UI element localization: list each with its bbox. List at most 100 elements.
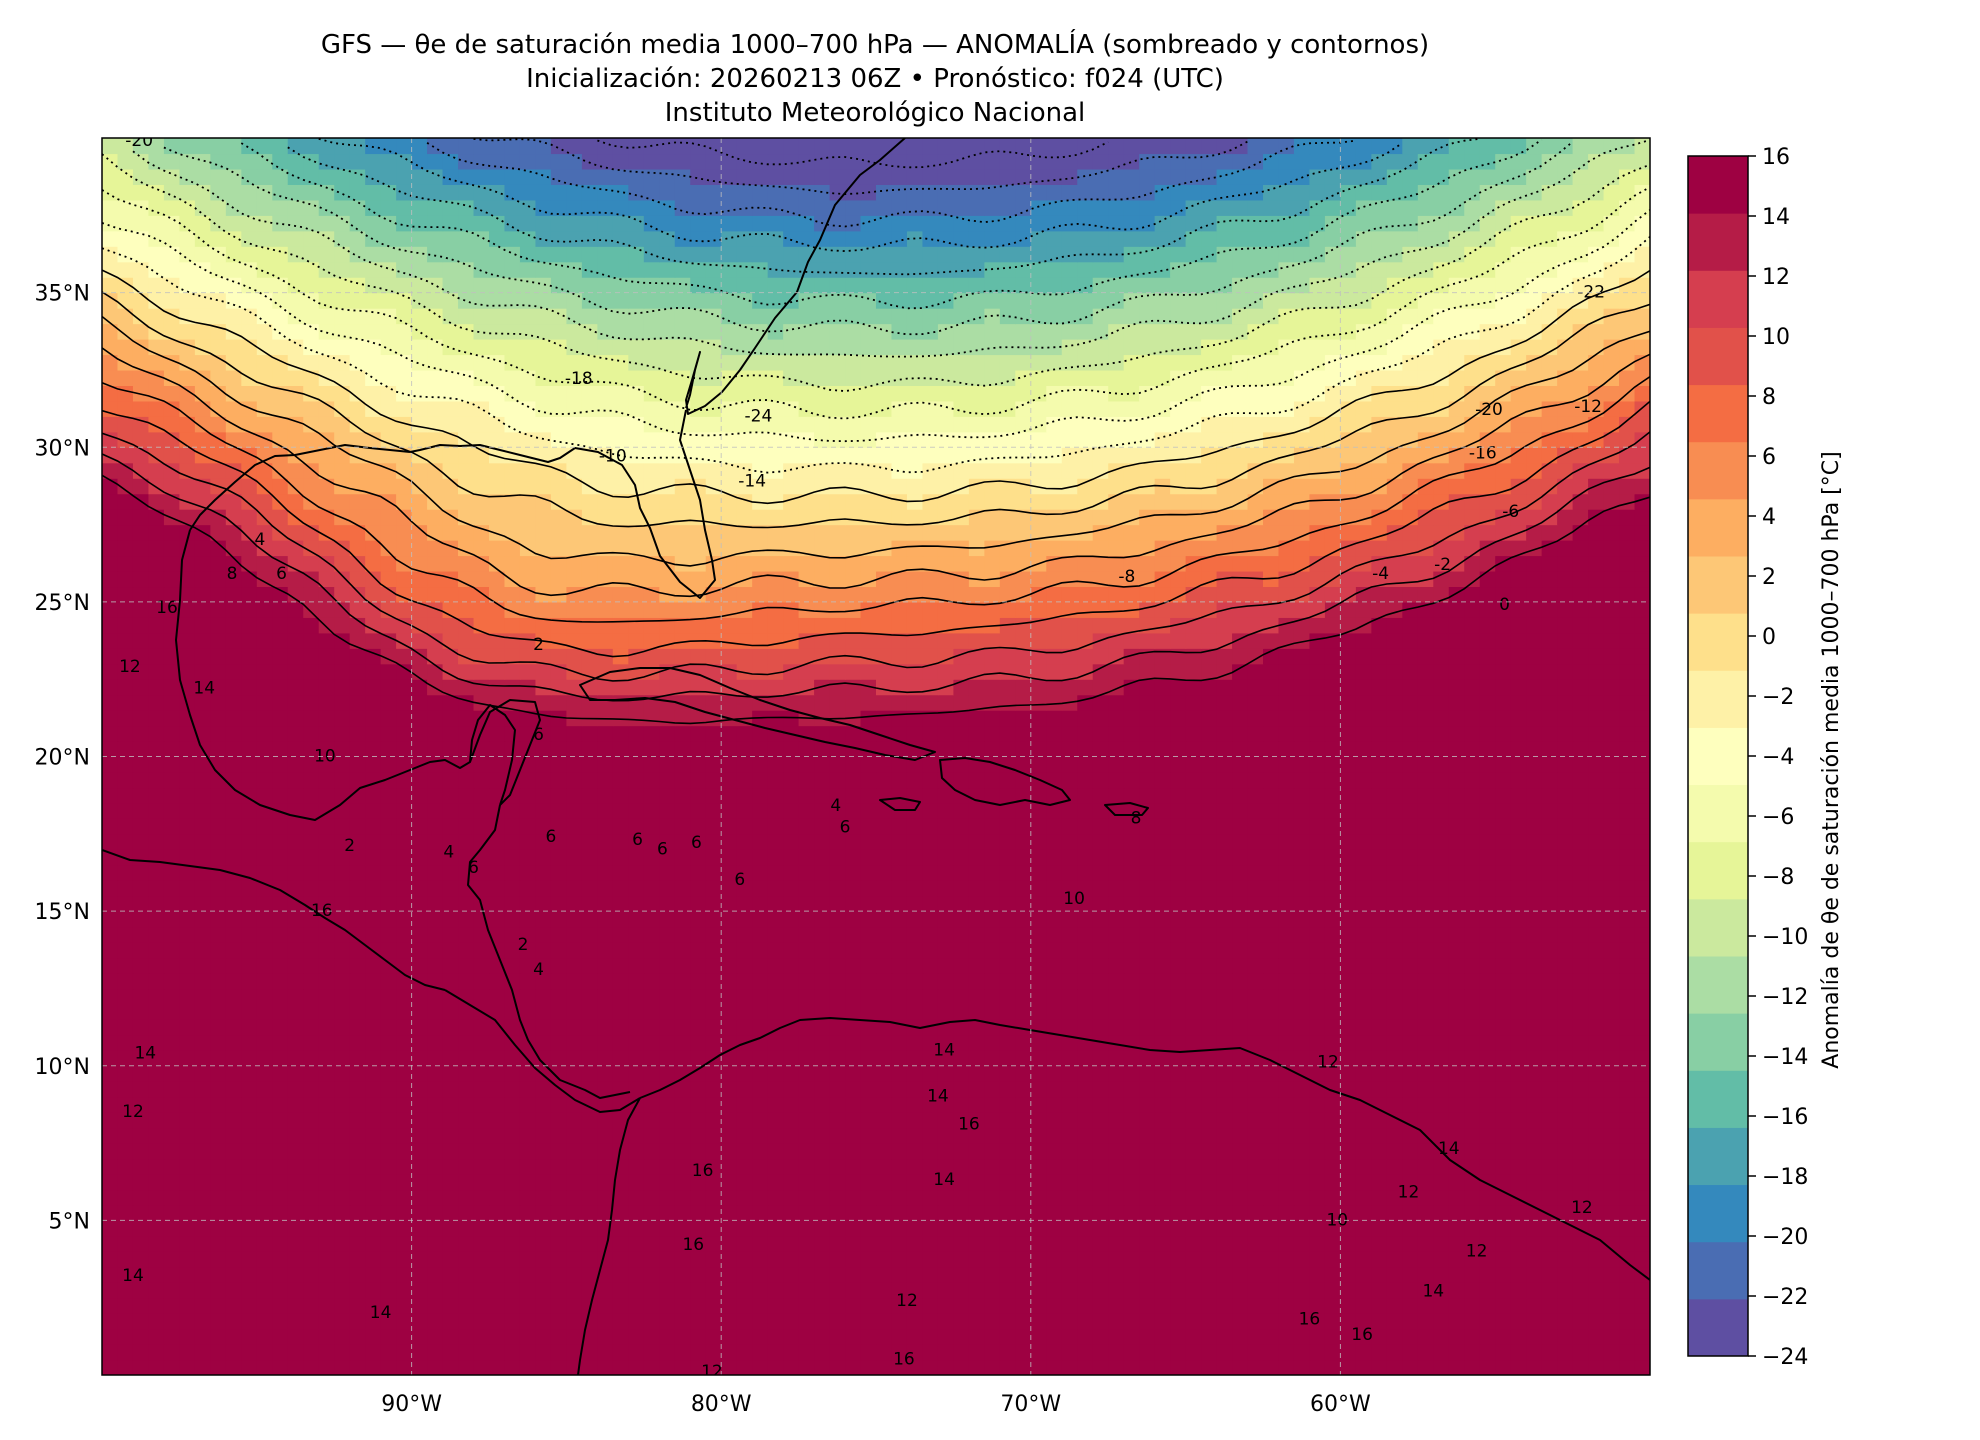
field-cell — [272, 1003, 289, 1020]
field-cell — [225, 1050, 242, 1067]
field-cell — [814, 632, 831, 649]
field-cell — [1541, 864, 1558, 881]
field-cell — [1464, 1173, 1481, 1191]
field-cell — [179, 1050, 196, 1067]
field-cell — [628, 1050, 645, 1067]
field-cell — [117, 1173, 134, 1191]
field-cell — [581, 802, 598, 819]
field-cell — [380, 1328, 397, 1345]
field-cell — [303, 1096, 320, 1113]
field-cell — [906, 1158, 924, 1175]
field-cell — [1216, 849, 1233, 866]
field-cell — [1309, 1096, 1326, 1113]
field-cell — [117, 1204, 134, 1221]
field-cell — [550, 741, 567, 758]
field-cell — [628, 1143, 645, 1160]
field-cell — [984, 1050, 1001, 1067]
field-cell — [1603, 802, 1620, 819]
field-cell — [1216, 1003, 1233, 1020]
field-cell — [690, 1034, 707, 1051]
field-cell — [1263, 1081, 1280, 1098]
field-cell — [891, 1344, 908, 1361]
field-cell — [1092, 1220, 1109, 1237]
field-cell — [1123, 1297, 1140, 1314]
field-cell — [721, 1313, 738, 1330]
field-cell — [891, 833, 908, 850]
field-cell — [829, 1019, 846, 1036]
field-cell — [860, 1173, 877, 1191]
field-cell — [365, 1112, 382, 1129]
field-cell — [1061, 1173, 1078, 1191]
field-cell — [597, 1127, 614, 1144]
field-cell — [1371, 1220, 1388, 1237]
field-cell — [1015, 1096, 1032, 1113]
field-cell — [1495, 1034, 1512, 1051]
field-cell — [1355, 710, 1372, 727]
field-cell — [473, 1282, 490, 1299]
field-cell — [1464, 1220, 1481, 1237]
field-cell — [767, 833, 784, 850]
field-cell — [1634, 849, 1650, 866]
field-cell — [597, 1328, 614, 1345]
field-cell — [1340, 1065, 1357, 1082]
field-cell — [1526, 1143, 1543, 1160]
field-cell — [1278, 1081, 1295, 1098]
field-cell — [210, 1065, 227, 1082]
field-cell — [411, 1050, 428, 1067]
field-cell — [767, 771, 784, 789]
field-cell — [272, 1344, 289, 1361]
field-cell — [643, 1344, 660, 1361]
field-cell — [1340, 802, 1357, 819]
field-cell — [1154, 1359, 1171, 1375]
field-cell — [1386, 787, 1403, 804]
field-cell — [1201, 880, 1218, 897]
field-cell — [1557, 1173, 1574, 1191]
field-cell — [504, 1297, 521, 1314]
field-cell — [1123, 833, 1140, 850]
field-cell — [705, 725, 722, 742]
field-cell — [597, 648, 614, 665]
field-cell — [148, 1297, 165, 1314]
field-cell — [349, 1235, 366, 1252]
field-cell — [179, 895, 196, 912]
field-cell — [752, 1328, 769, 1345]
field-cell — [427, 710, 444, 727]
field-cell — [845, 1158, 862, 1175]
field-cell — [334, 1050, 351, 1067]
field-cell — [210, 1112, 227, 1129]
field-cell — [1293, 926, 1311, 943]
field-cell — [906, 663, 924, 680]
field-cell — [535, 694, 552, 711]
field-cell — [318, 1235, 335, 1252]
field-cell — [411, 926, 428, 943]
field-cell — [1634, 988, 1650, 1005]
field-cell — [1309, 1003, 1326, 1020]
field-cell — [1324, 679, 1341, 696]
field-cell — [968, 1189, 985, 1206]
field-cell — [1479, 725, 1496, 742]
field-cell — [566, 1112, 583, 1129]
field-cell — [953, 1313, 970, 1330]
field-cell — [1572, 1034, 1589, 1051]
field-cell — [968, 895, 985, 912]
field-cell — [1572, 1127, 1589, 1144]
field-cell — [1448, 1003, 1465, 1020]
field-cell — [999, 1313, 1016, 1330]
field-cell — [225, 1235, 242, 1252]
field-cell — [999, 880, 1016, 897]
field-cell — [1526, 648, 1543, 665]
field-cell — [1371, 1065, 1388, 1082]
field-cell — [1448, 787, 1465, 804]
field-cell — [1139, 1220, 1156, 1237]
field-cell — [1139, 911, 1156, 928]
field-cell — [953, 972, 970, 990]
field-cell — [272, 895, 289, 912]
field-cell — [1201, 601, 1218, 618]
field-cell — [721, 741, 738, 758]
field-cell — [845, 1096, 862, 1113]
field-cell — [1371, 1359, 1388, 1375]
field-cell — [1557, 1313, 1574, 1330]
field-cell — [1448, 1235, 1465, 1252]
field-cell — [814, 1050, 831, 1067]
field-cell — [845, 957, 862, 974]
